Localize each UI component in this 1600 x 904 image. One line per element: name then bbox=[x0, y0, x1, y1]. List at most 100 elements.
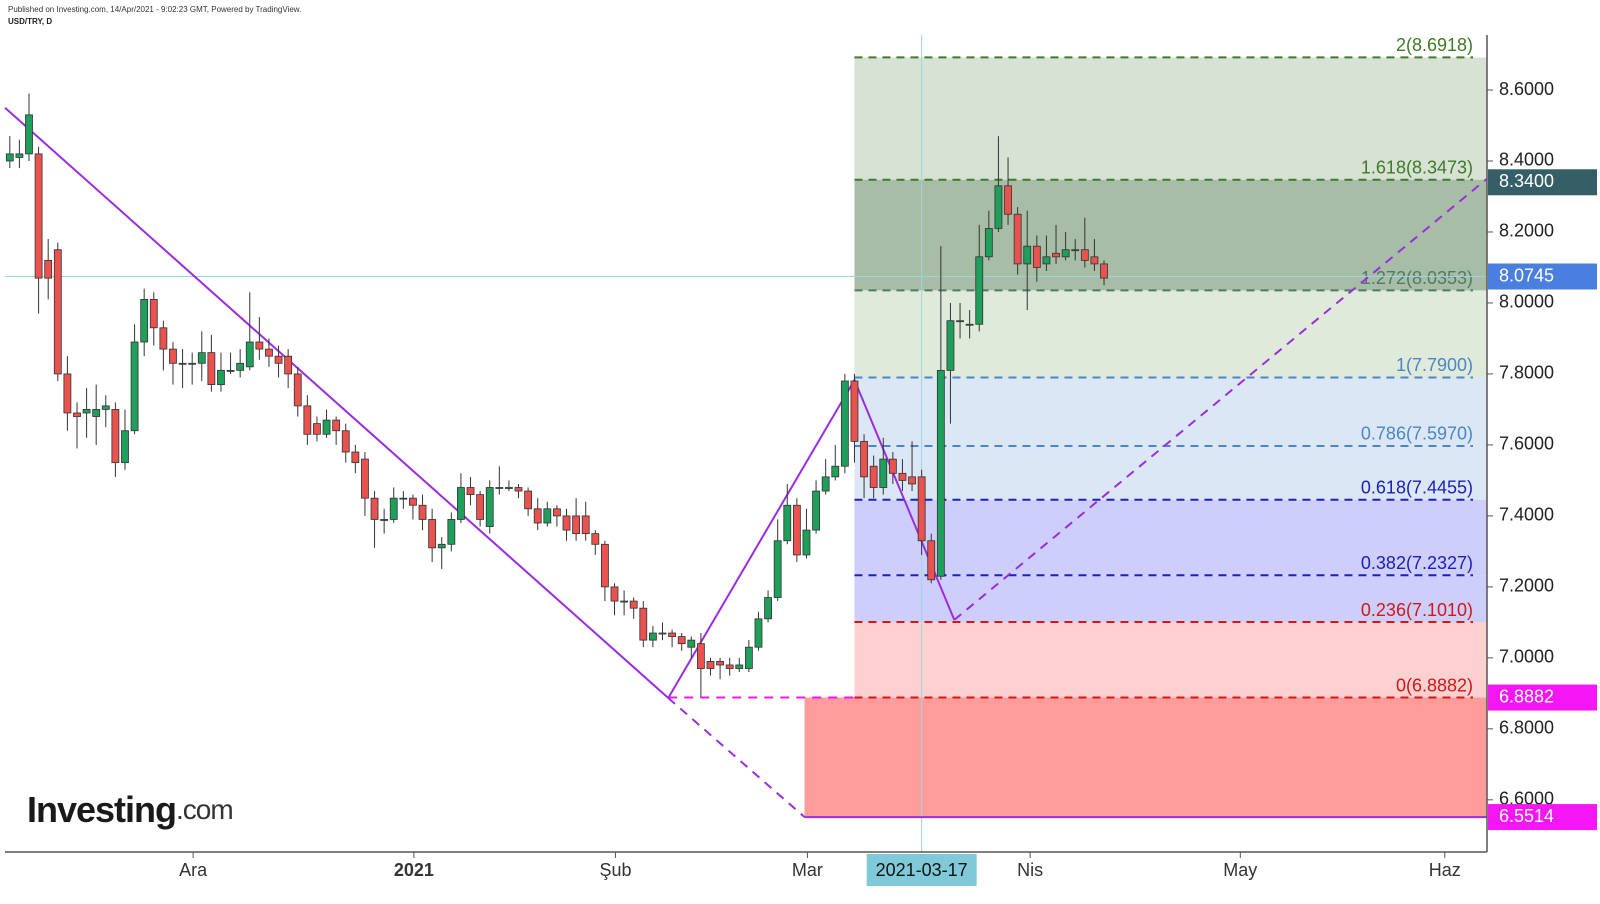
candle-body bbox=[495, 487, 504, 489]
candle-body bbox=[159, 327, 168, 350]
candle-body bbox=[658, 632, 667, 635]
candle-body bbox=[1013, 213, 1022, 265]
candle-body bbox=[44, 259, 53, 279]
candle-body bbox=[111, 409, 120, 464]
y-tick-label: 8.4000 bbox=[1499, 150, 1554, 170]
candle-body bbox=[53, 249, 62, 375]
candle-body bbox=[648, 632, 657, 641]
candle-body bbox=[965, 323, 974, 326]
candle-body bbox=[677, 636, 686, 645]
target-box bbox=[804, 697, 1487, 818]
candle-body bbox=[15, 153, 24, 158]
candle-body bbox=[322, 419, 331, 435]
candle-body bbox=[169, 348, 177, 364]
y-tick-label: 8.6000 bbox=[1499, 79, 1554, 99]
candle-body bbox=[5, 153, 14, 162]
fib-label: 1(7.7900) bbox=[1396, 355, 1473, 375]
fib-label: 0(6.8882) bbox=[1396, 675, 1473, 695]
candle-body bbox=[178, 362, 187, 365]
candle-body bbox=[850, 380, 859, 442]
candle-body bbox=[476, 494, 485, 520]
y-tick-label: 6.6000 bbox=[1499, 789, 1554, 809]
y-tick-label: 7.2000 bbox=[1499, 576, 1554, 596]
candle-body bbox=[226, 369, 235, 372]
candle-body bbox=[1052, 252, 1060, 258]
candle-body bbox=[927, 540, 936, 581]
candle-body bbox=[418, 504, 427, 520]
x-tick-label: Şub bbox=[599, 860, 631, 880]
y-tick-label: 7.6000 bbox=[1499, 434, 1554, 454]
candle-body bbox=[293, 373, 302, 407]
candle-body bbox=[197, 352, 206, 364]
candle-body bbox=[1032, 245, 1041, 268]
candle-body bbox=[764, 597, 772, 620]
candle-body bbox=[716, 661, 724, 666]
fib-label: 2(8.6918) bbox=[1396, 35, 1473, 55]
candle-body bbox=[562, 515, 571, 531]
candle-body bbox=[802, 529, 811, 556]
candle-body bbox=[389, 497, 398, 520]
candle-body bbox=[524, 490, 533, 510]
candle-body bbox=[879, 458, 888, 488]
candle-body bbox=[341, 430, 350, 453]
candle-body bbox=[668, 632, 676, 637]
candle-body bbox=[840, 380, 849, 467]
candle-body bbox=[101, 405, 110, 410]
candle-body bbox=[975, 256, 984, 325]
logo: Investing.com bbox=[27, 789, 233, 830]
candle-body bbox=[514, 487, 523, 492]
candle-body bbox=[1071, 249, 1080, 252]
candle-body bbox=[63, 373, 72, 414]
candle-body bbox=[466, 487, 475, 496]
y-tick-label: 7.4000 bbox=[1499, 505, 1554, 525]
candle-body bbox=[706, 661, 715, 669]
candle-body bbox=[303, 405, 312, 435]
candle-body bbox=[869, 465, 878, 488]
x-tick-label: 2021 bbox=[394, 860, 434, 880]
candle-body bbox=[428, 519, 437, 549]
candle-body bbox=[1100, 263, 1108, 279]
y-tick-label: 6.8000 bbox=[1499, 718, 1554, 738]
fib-label: 0.618(7.4455) bbox=[1361, 478, 1473, 498]
fib-zone bbox=[854, 622, 1487, 698]
price-label: 6.5514 bbox=[1499, 806, 1554, 826]
candle-body bbox=[735, 664, 744, 669]
candle-body bbox=[773, 540, 782, 598]
price-label: 8.3400 bbox=[1499, 171, 1554, 191]
x-tick-label: Nis bbox=[1017, 860, 1043, 880]
trend-line bbox=[953, 177, 1488, 621]
candle-body bbox=[447, 519, 456, 545]
candle-body bbox=[687, 639, 696, 648]
candle-body bbox=[533, 508, 542, 524]
candle-body bbox=[399, 497, 408, 500]
candle-body bbox=[1042, 256, 1051, 265]
candle-body bbox=[696, 643, 705, 669]
candle-body bbox=[217, 369, 225, 385]
logo-suffix: .com bbox=[176, 794, 233, 825]
candle-body bbox=[1004, 185, 1012, 215]
candle-body bbox=[572, 515, 581, 535]
crosshair-date: 2021-03-17 bbox=[876, 860, 968, 880]
candle-body bbox=[639, 607, 648, 641]
fib-label: 1.618(8.3473) bbox=[1361, 157, 1473, 177]
candle-body bbox=[351, 451, 360, 464]
candle-body bbox=[73, 412, 81, 417]
price-label-box bbox=[1488, 169, 1597, 196]
y-tick-label: 7.8000 bbox=[1499, 363, 1554, 383]
candle-body bbox=[284, 355, 293, 375]
candle-body bbox=[457, 487, 465, 520]
candle-body bbox=[121, 430, 129, 464]
fib-label: 0.786(7.5970) bbox=[1361, 424, 1473, 444]
price-label: 6.8882 bbox=[1499, 686, 1554, 706]
candle-body bbox=[34, 153, 43, 279]
candle-body bbox=[409, 497, 417, 506]
candle-body bbox=[725, 664, 734, 669]
candle-body bbox=[543, 508, 552, 524]
candle-body bbox=[553, 508, 561, 517]
crosshair-date-box bbox=[866, 854, 977, 886]
x-tick-label: Mar bbox=[792, 860, 823, 880]
candle-body bbox=[313, 423, 321, 435]
candle-body bbox=[505, 487, 513, 489]
fib-zone bbox=[854, 499, 1487, 576]
